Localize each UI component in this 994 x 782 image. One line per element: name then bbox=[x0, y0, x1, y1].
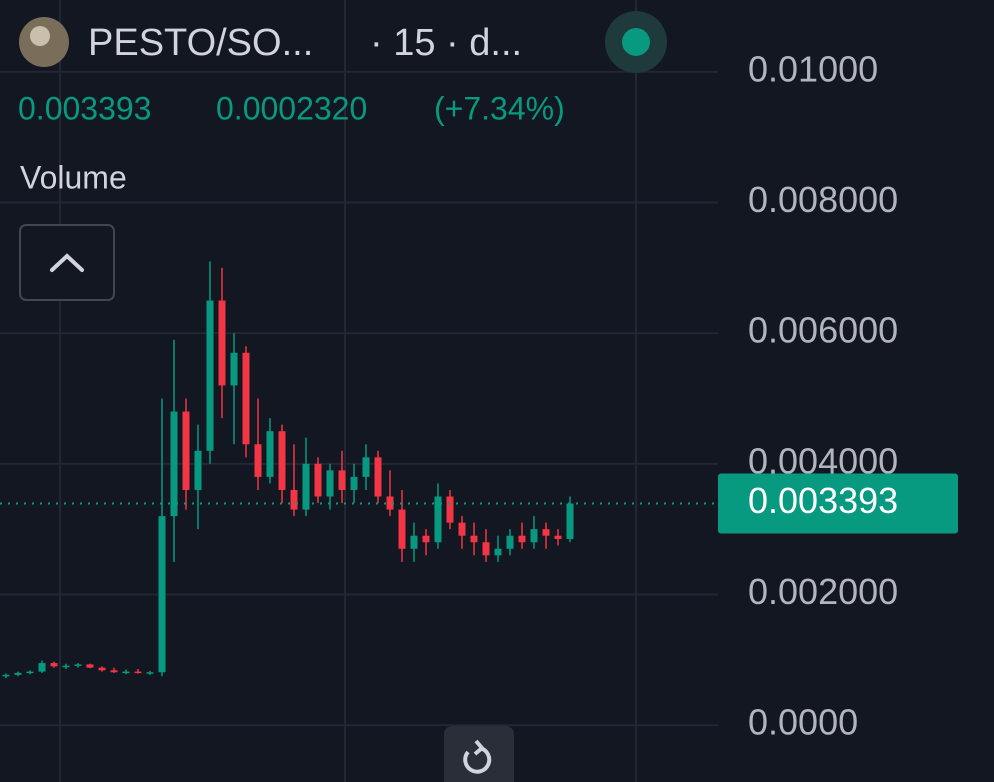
y-tick-label: 0.01000 bbox=[748, 48, 878, 89]
y-tick-label: 0.006000 bbox=[748, 310, 898, 351]
collapse-button[interactable] bbox=[19, 224, 115, 301]
candle-body bbox=[422, 535, 430, 543]
reset-button[interactable] bbox=[444, 726, 514, 782]
candle-body bbox=[134, 671, 142, 674]
grid bbox=[59, 0, 637, 782]
candle-body bbox=[374, 457, 382, 497]
candle-body bbox=[218, 300, 226, 386]
last-price: 0.003393 bbox=[18, 90, 151, 126]
candle-body bbox=[230, 352, 238, 386]
price-axis: 0.00000.0020000.0040000.0060000.0080000.… bbox=[718, 48, 958, 743]
candle-body bbox=[362, 457, 370, 477]
y-tick-label: 0.0000 bbox=[748, 702, 858, 743]
candle-body bbox=[194, 450, 202, 490]
candle-body bbox=[254, 444, 262, 477]
candle-body bbox=[470, 535, 478, 543]
candle-body bbox=[554, 535, 562, 539]
candle-body bbox=[518, 535, 526, 543]
candle-body bbox=[494, 548, 502, 556]
candle-body bbox=[338, 470, 346, 490]
candle-body bbox=[446, 496, 454, 523]
candle-body bbox=[170, 411, 178, 517]
candle-body bbox=[290, 489, 298, 510]
price-change: 0.0002320 bbox=[216, 90, 367, 126]
candle-body bbox=[314, 463, 322, 497]
candle-body bbox=[266, 431, 274, 477]
candle-body bbox=[62, 665, 70, 668]
candle-body bbox=[50, 663, 58, 667]
candle-body bbox=[530, 529, 538, 543]
y-tick-label: 0.008000 bbox=[748, 179, 898, 220]
candle-body bbox=[14, 672, 22, 675]
candle-body bbox=[482, 542, 490, 556]
candle-body bbox=[302, 463, 310, 510]
candle-body bbox=[158, 516, 166, 673]
candle-body bbox=[110, 670, 118, 673]
avatar-detail bbox=[30, 26, 50, 46]
candle-body bbox=[506, 535, 514, 549]
last-price-badge bbox=[718, 473, 958, 534]
candle-body bbox=[434, 496, 442, 543]
symbol-title[interactable]: PESTO/SO... bbox=[88, 22, 313, 64]
candle-body bbox=[398, 509, 406, 549]
candle-body bbox=[38, 663, 46, 672]
candle-body bbox=[86, 664, 94, 668]
candle-body bbox=[386, 496, 394, 510]
candle-body bbox=[326, 470, 334, 497]
price-change-pct: (+7.34%) bbox=[434, 90, 565, 126]
y-tick-label: 0.002000 bbox=[748, 571, 898, 612]
candle-body bbox=[566, 503, 574, 539]
candle-body bbox=[2, 674, 10, 677]
candle-body bbox=[458, 522, 466, 536]
chevron-up-icon bbox=[50, 253, 84, 272]
status-dot bbox=[622, 28, 650, 56]
candle-body bbox=[98, 667, 106, 671]
candle-body bbox=[74, 664, 82, 666]
candle-body bbox=[410, 535, 418, 549]
volume-label[interactable]: Volume bbox=[20, 159, 127, 195]
candle-body bbox=[206, 300, 214, 451]
candle-body bbox=[26, 671, 34, 674]
reset-icon bbox=[463, 746, 492, 774]
candle-body bbox=[242, 352, 250, 445]
plot bbox=[0, 70, 718, 727]
candle-body bbox=[350, 476, 358, 490]
candle-body bbox=[122, 671, 130, 674]
candle-body bbox=[146, 672, 154, 674]
reset-icon-arrow bbox=[473, 739, 485, 756]
candle-body bbox=[182, 411, 190, 490]
candle-body bbox=[278, 431, 286, 490]
interval[interactable]: · 15 · d... bbox=[370, 22, 522, 64]
candle-body bbox=[542, 529, 550, 536]
last-price-label: 0.003393 bbox=[748, 480, 898, 521]
